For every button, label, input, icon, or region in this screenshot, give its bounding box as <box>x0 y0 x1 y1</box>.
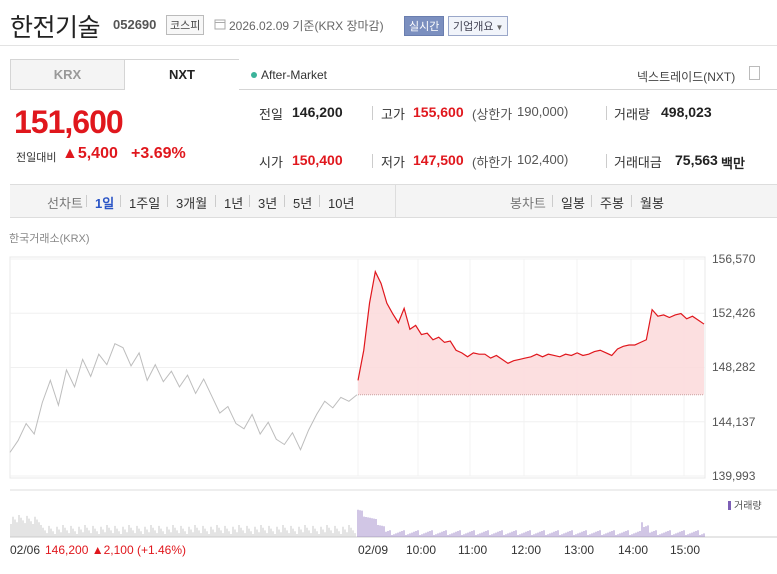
period-1d[interactable]: 1일 <box>95 196 115 211</box>
info-icon[interactable] <box>749 66 760 80</box>
high-value: 155,600 <box>413 104 464 120</box>
y-tick-label: 148,282 <box>712 360 756 374</box>
change-percent: +3.69% <box>131 145 186 162</box>
nextrade-link[interactable]: 넥스트레이드(NXT) <box>637 70 736 84</box>
y-tick-label: 156,570 <box>712 252 756 266</box>
high-label: 고가 <box>381 107 405 122</box>
tab-nxt[interactable]: NXT <box>125 60 239 90</box>
amount-label: 거래대금 <box>614 155 662 170</box>
divider <box>167 195 168 207</box>
tab-krx[interactable]: KRX <box>11 60 125 90</box>
company-overview-label: 기업개요 <box>453 21 494 33</box>
divider <box>319 195 320 207</box>
line-chart-label: 선차트 <box>47 196 83 211</box>
divider <box>120 195 121 207</box>
period-1y[interactable]: 1년 <box>224 196 244 211</box>
y-tick-label: 152,426 <box>712 306 756 320</box>
stock-name: 한전기술 <box>10 14 101 42</box>
divider <box>372 154 373 168</box>
price-chart <box>9 256 777 538</box>
base-date: 2026.02.09 기준(KRX 장마감) <box>229 19 384 33</box>
clock-icon <box>214 19 226 30</box>
upper-limit-label: (상한가 <box>472 107 513 122</box>
change-label: 전일대비 <box>16 152 57 164</box>
chevron-down-icon: ▼ <box>495 23 504 32</box>
period-divider <box>395 184 396 218</box>
exchange-tabs: KRX NXT <box>10 59 239 90</box>
x-tick-label: 11:00 <box>458 543 488 557</box>
period-bar <box>10 184 777 218</box>
candle-monthly[interactable]: 월봉 <box>640 196 664 211</box>
divider <box>552 195 553 207</box>
x-tick-label: 02/09 <box>358 543 389 557</box>
divider <box>591 195 592 207</box>
low-label: 저가 <box>381 155 405 170</box>
x-tick-label: 15:00 <box>670 543 701 557</box>
divider <box>372 106 373 120</box>
realtime-button[interactable]: 실시간 <box>404 16 445 36</box>
stock-header: 한전기술 052690 코스피 2026.02.09 기준(KRX 장마감) 실… <box>0 0 777 46</box>
divider <box>606 154 607 168</box>
stock-code: 052690 <box>113 17 157 32</box>
x-tick-label: 10:00 <box>406 543 437 557</box>
chart-source-caption: 한국거래소(KRX) <box>9 233 90 245</box>
period-3m[interactable]: 3개월 <box>176 196 208 211</box>
open-value: 150,400 <box>292 152 343 168</box>
after-market-label: After-Market <box>251 68 327 82</box>
change-amount: ▲5,400 <box>62 145 118 162</box>
low-value: 147,500 <box>413 152 464 168</box>
upper-limit-value: 190,000) <box>517 104 569 119</box>
series-line-today <box>357 269 705 381</box>
prev-close-value: 146,200 <box>292 104 343 120</box>
market-badge: 코스피 <box>166 15 205 35</box>
after-market-text: After-Market <box>261 68 328 82</box>
prev-day-date: 02/06 <box>10 543 41 557</box>
volume-label: 거래량 <box>614 107 650 122</box>
period-10y[interactable]: 10년 <box>328 196 355 211</box>
series-area-today <box>358 271 704 395</box>
company-overview-button[interactable]: 기업개요 ▼ <box>448 16 509 36</box>
x-tick-label: 12:00 <box>511 543 542 557</box>
prev-day-change: ▲2,100 (+1.46%) <box>91 543 186 557</box>
x-tick-label: 13:00 <box>564 543 595 557</box>
lower-limit-label: (하한가 <box>472 155 513 170</box>
divider <box>284 195 285 207</box>
volume-legend-text: 거래량 <box>734 501 762 512</box>
series-line-prev-day <box>9 343 358 453</box>
divider <box>86 195 87 207</box>
prev-day-close: 146,200 <box>45 543 89 557</box>
period-3y[interactable]: 3년 <box>258 196 278 211</box>
period-1w[interactable]: 1주일 <box>129 196 161 211</box>
open-label: 시가 <box>259 155 283 170</box>
amount-value: 75,563 <box>675 152 718 168</box>
volume-value: 498,023 <box>661 104 712 120</box>
x-tick-label: 14:00 <box>618 543 649 557</box>
status-dot-icon <box>251 72 257 78</box>
divider <box>606 106 607 120</box>
volume-legend: 거래량 <box>728 497 762 512</box>
volume-legend-icon <box>728 501 731 510</box>
candle-daily[interactable]: 일봉 <box>561 196 585 211</box>
divider <box>215 195 216 207</box>
prev-day-info: 146,200 ▲2,100 (+1.46%) <box>45 543 186 557</box>
divider <box>631 195 632 207</box>
lower-limit-value: 102,400) <box>517 152 569 167</box>
period-5y[interactable]: 5년 <box>293 196 313 211</box>
divider <box>249 195 250 207</box>
amount-unit: 백만 <box>721 156 745 171</box>
prev-close-label: 전일 <box>259 107 283 122</box>
tab-divider <box>239 89 777 90</box>
candle-chart-label: 봉차트 <box>510 196 546 211</box>
y-tick-label: 144,137 <box>712 415 756 429</box>
candle-weekly[interactable]: 주봉 <box>600 196 624 211</box>
y-tick-label: 139,993 <box>712 469 756 483</box>
current-price: 151,600 <box>14 104 124 140</box>
